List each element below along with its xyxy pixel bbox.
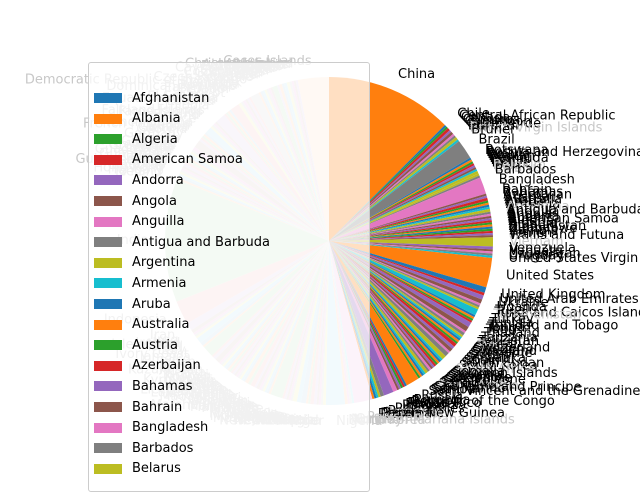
legend-label: Bangladesh: [132, 420, 208, 435]
legend-label: Belarus: [132, 461, 181, 476]
legend-label: Andorra: [132, 173, 184, 188]
legend-swatch: [94, 423, 122, 433]
legend-label: Austria: [132, 338, 178, 353]
legend-item: Angola: [94, 191, 177, 211]
legend-item: Algeria: [94, 129, 178, 149]
slice-label: China: [398, 67, 435, 82]
legend-item: Andorra: [94, 170, 184, 190]
legend-swatch: [94, 258, 122, 268]
legend-label: Argentina: [132, 255, 195, 270]
legend-swatch: [94, 381, 122, 391]
legend-swatch: [94, 237, 122, 247]
legend-swatch: [94, 320, 122, 330]
legend-swatch: [94, 217, 122, 227]
legend-swatch: [94, 464, 122, 474]
legend-item: Azerbaijan: [94, 356, 201, 376]
legend-item: Armenia: [94, 273, 187, 293]
legend-label: Algeria: [132, 132, 178, 147]
legend-item: Bahrain: [94, 397, 182, 417]
legend-item: American Samoa: [94, 150, 243, 170]
legend-label: Albania: [132, 111, 181, 126]
legend-item: Aruba: [94, 294, 171, 314]
legend-item: Bahamas: [94, 376, 193, 396]
slice-label: United States Virgin Islands: [509, 251, 640, 266]
slice-label: United States: [506, 269, 594, 284]
legend: Afghanistan Albania Algeria American Samoa A…: [88, 62, 370, 492]
legend-swatch: [94, 278, 122, 288]
legend-item: Bangladesh: [94, 418, 208, 438]
legend-item: Barbados: [94, 438, 193, 458]
legend-item: Anguilla: [94, 212, 184, 232]
legend-label: American Samoa: [132, 152, 243, 167]
legend-item: Austria: [94, 335, 178, 355]
legend-swatch: [94, 155, 122, 165]
legend-label: Australia: [132, 317, 190, 332]
legend-item: Albania: [94, 109, 181, 129]
legend-swatch: [94, 443, 122, 453]
legend-item: Antigua and Barbuda: [94, 232, 270, 252]
legend-item: Australia: [94, 315, 190, 335]
legend-label: Anguilla: [132, 214, 184, 229]
legend-item: Argentina: [94, 253, 195, 273]
legend-label: Barbados: [132, 441, 193, 456]
legend-label: Aruba: [132, 297, 171, 312]
legend-swatch: [94, 196, 122, 206]
legend-swatch: [94, 175, 122, 185]
legend-swatch: [94, 134, 122, 144]
legend-label: Antigua and Barbuda: [132, 235, 270, 250]
legend-label: Azerbaijan: [132, 358, 201, 373]
legend-swatch: [94, 93, 122, 103]
legend-label: Armenia: [132, 276, 187, 291]
legend-label: Bahamas: [132, 379, 193, 394]
legend-item: Afghanistan: [94, 88, 209, 108]
legend-swatch: [94, 340, 122, 350]
legend-swatch: [94, 299, 122, 309]
legend-swatch: [94, 114, 122, 124]
legend-label: Afghanistan: [132, 91, 209, 106]
legend-swatch: [94, 361, 122, 371]
legend-item: Belarus: [94, 459, 181, 479]
legend-swatch: [94, 402, 122, 412]
legend-label: Bahrain: [132, 400, 182, 415]
legend-label: Angola: [132, 194, 177, 209]
